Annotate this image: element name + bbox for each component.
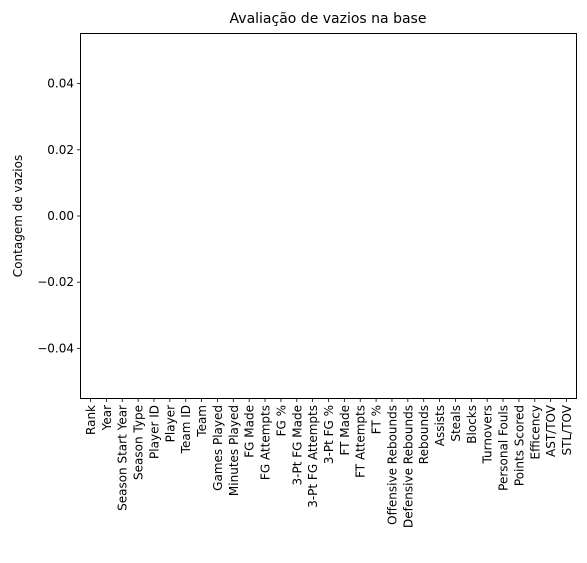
x-tick-label: Assists: [433, 405, 447, 446]
x-tick-label: Points Scored: [512, 405, 526, 486]
x-tick-label: Offensive Rebounds: [385, 405, 399, 525]
y-axis-label: Contagem de vazios: [11, 155, 25, 277]
x-tick-label: 3-Pt FG %: [322, 405, 336, 464]
x-tick-label: FT Made: [338, 405, 352, 456]
x-tick-label: Minutes Played: [227, 405, 241, 496]
x-tick-label: Steals: [449, 405, 463, 442]
y-tick-label: −0.02: [37, 275, 74, 289]
x-tick-label: Games Played: [211, 405, 225, 491]
x-tick-label: Defensive Rebounds: [401, 405, 415, 528]
x-tick-label: Season Start Year: [116, 405, 130, 511]
x-tick-label: Personal Fouls: [497, 405, 511, 491]
x-tick-label: Player: [163, 405, 177, 442]
x-tick-label: 3-Pt FG Attempts: [306, 405, 320, 508]
x-tick-label: FG Made: [243, 405, 257, 458]
x-tick-label: Efficency: [528, 405, 542, 459]
x-tick-label: Team: [195, 405, 209, 438]
y-tick-label: 0.04: [47, 77, 74, 91]
x-tick-label: Season Type: [132, 405, 146, 480]
chart-title: Avaliação de vazios na base: [230, 11, 427, 27]
x-tick-label: Team ID: [179, 405, 193, 454]
x-tick-label: 3-Pt FG Made: [290, 405, 304, 485]
x-tick-label: FG %: [274, 405, 288, 436]
x-tick-label: Year: [100, 405, 114, 431]
y-tick-label: 0.00: [47, 209, 74, 223]
x-tick-label: FG Attempts: [259, 405, 273, 480]
y-axis-ticks: −0.04 −0.02 0.00 0.02 0.04: [37, 77, 81, 355]
plot-area: [80, 33, 577, 399]
x-tick-label: STL/TOV: [560, 404, 574, 455]
x-tick-label: Blocks: [465, 405, 479, 444]
x-tick-label: Rank: [84, 405, 98, 435]
x-axis-ticks: Rank Year Season Start Year Season Type Play…: [84, 398, 574, 528]
x-tick-label: Turnovers: [481, 405, 495, 464]
x-tick-label: FT Attempts: [354, 405, 368, 478]
x-tick-label: FT %: [370, 405, 384, 434]
y-tick-label: −0.04: [37, 341, 74, 355]
x-tick-label: AST/TOV: [544, 404, 558, 457]
x-tick-label: Rebounds: [417, 405, 431, 464]
x-tick-label: Player ID: [147, 405, 161, 459]
y-tick-label: 0.02: [47, 143, 74, 157]
